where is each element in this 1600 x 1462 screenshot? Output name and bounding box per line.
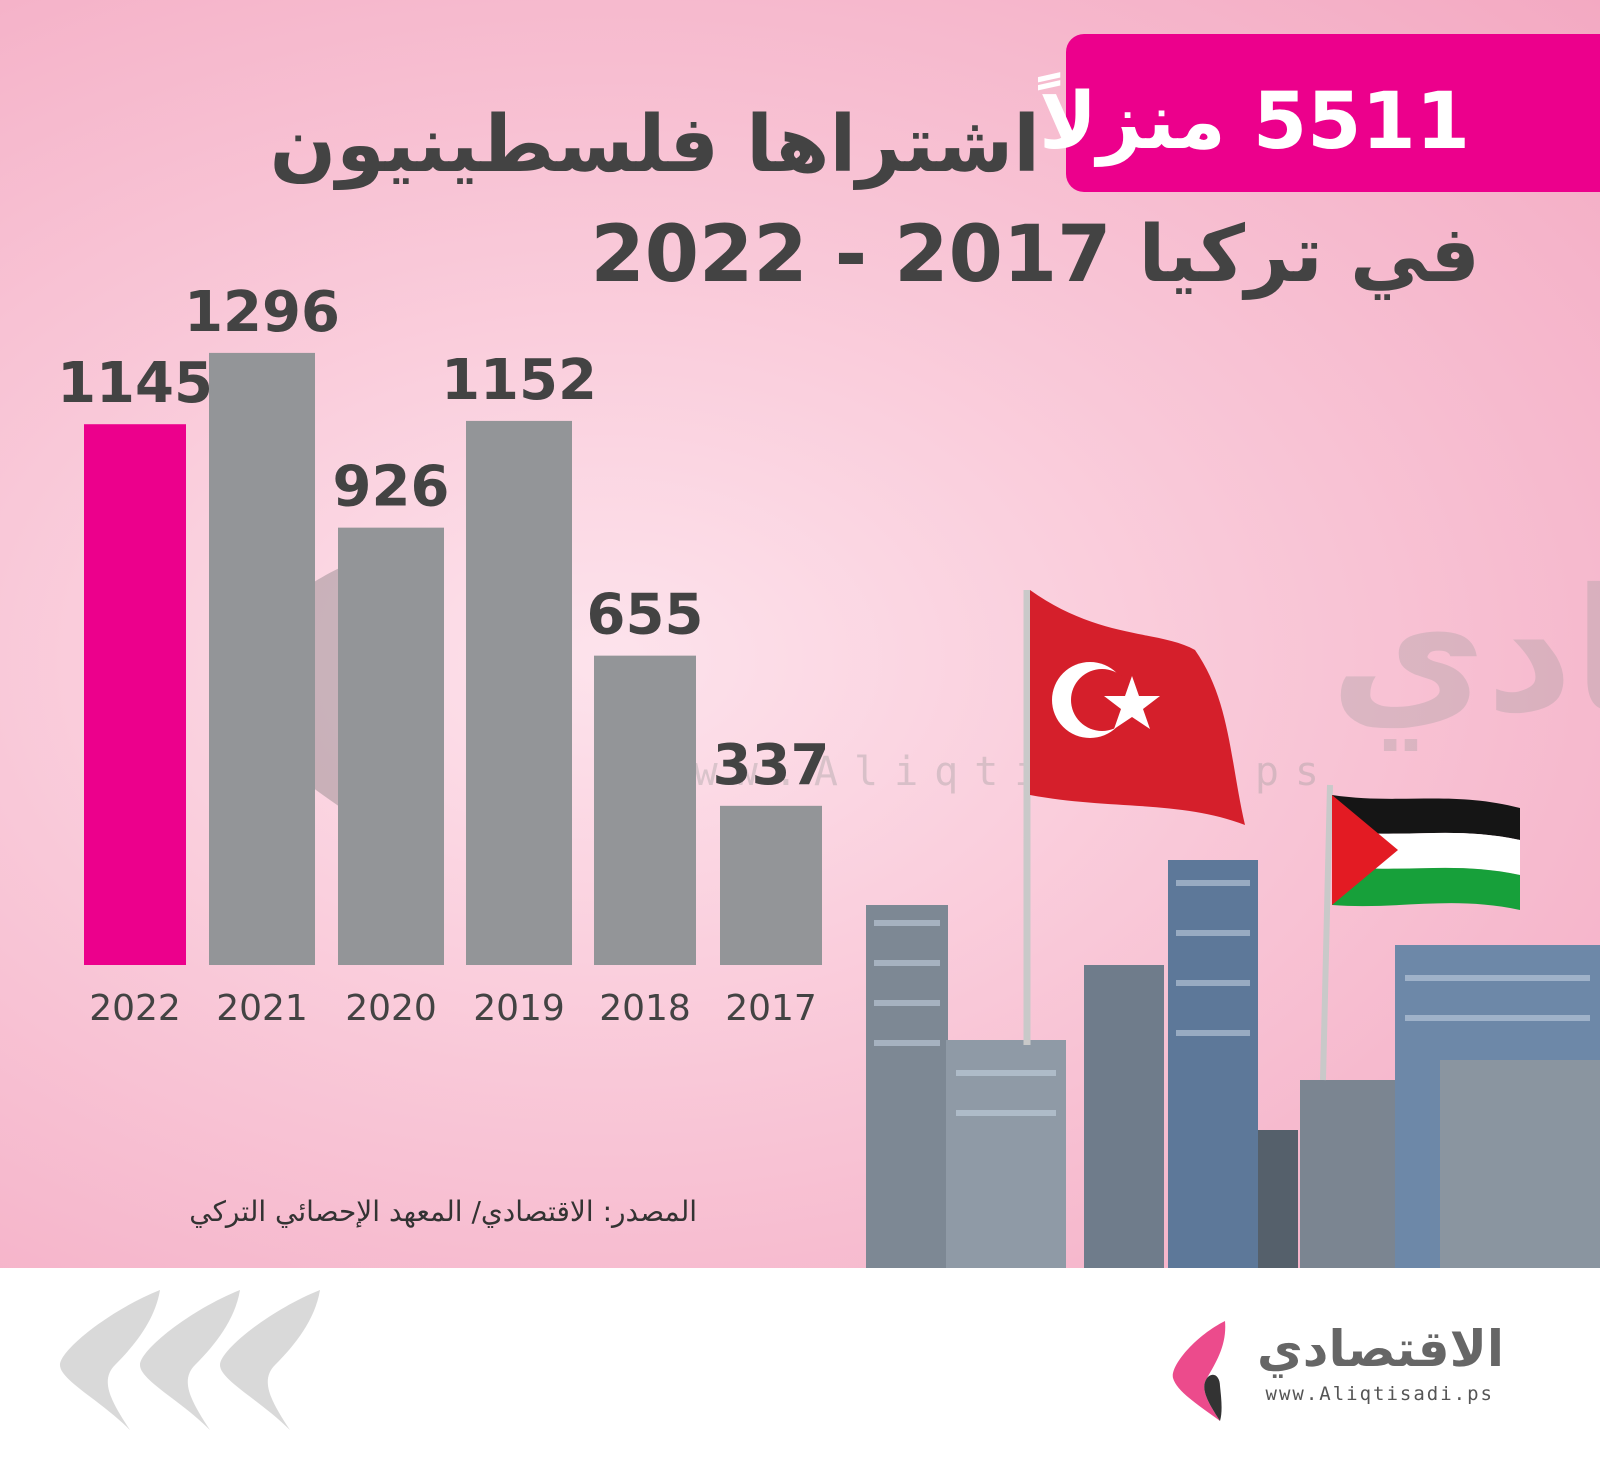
source-credit: المصدر: الاقتصادي/ المعهد الإحصائي الترك… xyxy=(189,1195,697,1228)
year-label-2019: 2019 xyxy=(473,988,565,1029)
palestinian-flag-pole xyxy=(1320,784,1333,1081)
watermark-arabic: الاقتصادي xyxy=(1330,553,1600,751)
value-label-2021: 1296 xyxy=(184,280,340,345)
bar-2018 xyxy=(594,655,696,965)
value-label-2017: 337 xyxy=(713,733,830,798)
value-label-2020: 926 xyxy=(333,455,450,520)
logo-url: www.Aliqtisadi.ps xyxy=(1265,1383,1494,1405)
headline-badge xyxy=(1066,34,1600,192)
footer xyxy=(0,1268,1600,1462)
bar-2022 xyxy=(84,424,186,965)
bar-chart: 1145 2022 1296 2021 926 2020 1152 2019 655 2018 33… xyxy=(57,280,830,1029)
bar-2020 xyxy=(338,527,444,965)
headline-badge-text: 5511 منزلاً xyxy=(1039,77,1470,167)
year-label-2018: 2018 xyxy=(599,988,691,1029)
value-label-2022: 1145 xyxy=(57,351,213,416)
poster-area: الاقتصادي www.Aliqtisadi.ps 114520221296… xyxy=(0,0,1600,1268)
headline-line-2: في تركيا 2017 - 2022 xyxy=(590,210,1480,300)
logo-text: الاقتصادي xyxy=(1256,1320,1504,1378)
value-label-2019: 1152 xyxy=(441,348,597,413)
buildings-illustration xyxy=(866,860,1600,1268)
turkish-flag-icon xyxy=(1030,590,1245,825)
year-label-2020: 2020 xyxy=(345,988,437,1029)
year-label-2021: 2021 xyxy=(216,988,308,1029)
year-label-2022: 2022 xyxy=(89,988,181,1029)
headline-line-1: اشتراها فلسطينيون xyxy=(269,100,1040,190)
bar-2017 xyxy=(720,805,822,965)
year-label-2017: 2017 xyxy=(725,988,817,1029)
bar-2021 xyxy=(209,352,315,966)
palestinian-flag-icon xyxy=(1332,795,1520,910)
logo-icon xyxy=(1172,1321,1226,1421)
value-label-2018: 655 xyxy=(587,583,704,648)
bar-2019 xyxy=(466,420,572,965)
illustration xyxy=(866,590,1600,1268)
footer-arrows-icon xyxy=(60,1290,320,1430)
